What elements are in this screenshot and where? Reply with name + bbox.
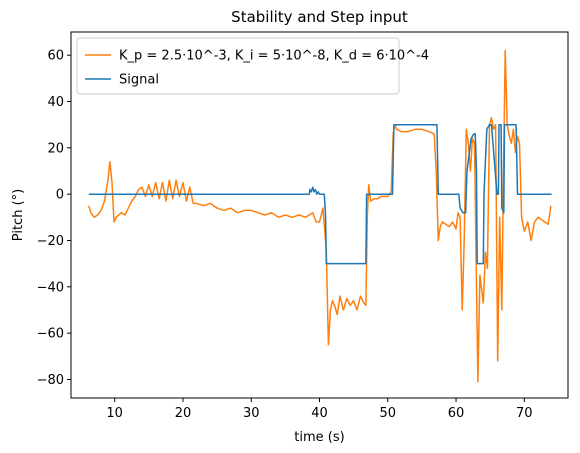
- y-tick-label: −60: [37, 327, 64, 342]
- y-axis-ticks: −80 −60 −40 −20 0 20 40 60: [37, 49, 71, 388]
- x-tick-label: 30: [243, 406, 260, 421]
- legend: K_p = 2.5·10^-3, K_i = 5·10^-8, K_d = 6·…: [76, 37, 429, 95]
- legend-label: K_p = 2.5·10^-3, K_i = 5·10^-8, K_d = 6·…: [119, 49, 429, 64]
- x-tick-label: 40: [311, 406, 328, 421]
- chart-title-group: Stability and Step input: [231, 8, 408, 26]
- y-tick-label: −40: [37, 280, 64, 295]
- plot-lines: [88, 49, 552, 383]
- legend-label: Signal: [119, 73, 159, 88]
- y-tick-label: 40: [47, 95, 64, 110]
- x-tick-label: 60: [448, 406, 465, 421]
- series-line-pid-response: [88, 49, 552, 383]
- series-line-signal: [88, 123, 552, 265]
- x-axis-ticks: 10 20 30 40 50 60 70: [106, 398, 533, 421]
- x-tick-label: 50: [379, 406, 396, 421]
- y-tick-label: 60: [47, 49, 64, 64]
- x-tick-label: 20: [175, 406, 192, 421]
- y-tick-label: 0: [56, 188, 64, 203]
- y-axis-label: Pitch (°): [11, 189, 26, 241]
- x-axis-label: time (s): [294, 430, 344, 445]
- x-tick-label: 10: [106, 406, 123, 421]
- chart-title: Stability and Step input: [231, 8, 408, 26]
- legend-box: [76, 37, 400, 95]
- y-tick-label: 20: [47, 141, 64, 156]
- y-tick-label: −80: [37, 373, 64, 388]
- y-tick-label: −20: [37, 234, 64, 249]
- x-tick-label: 70: [516, 406, 533, 421]
